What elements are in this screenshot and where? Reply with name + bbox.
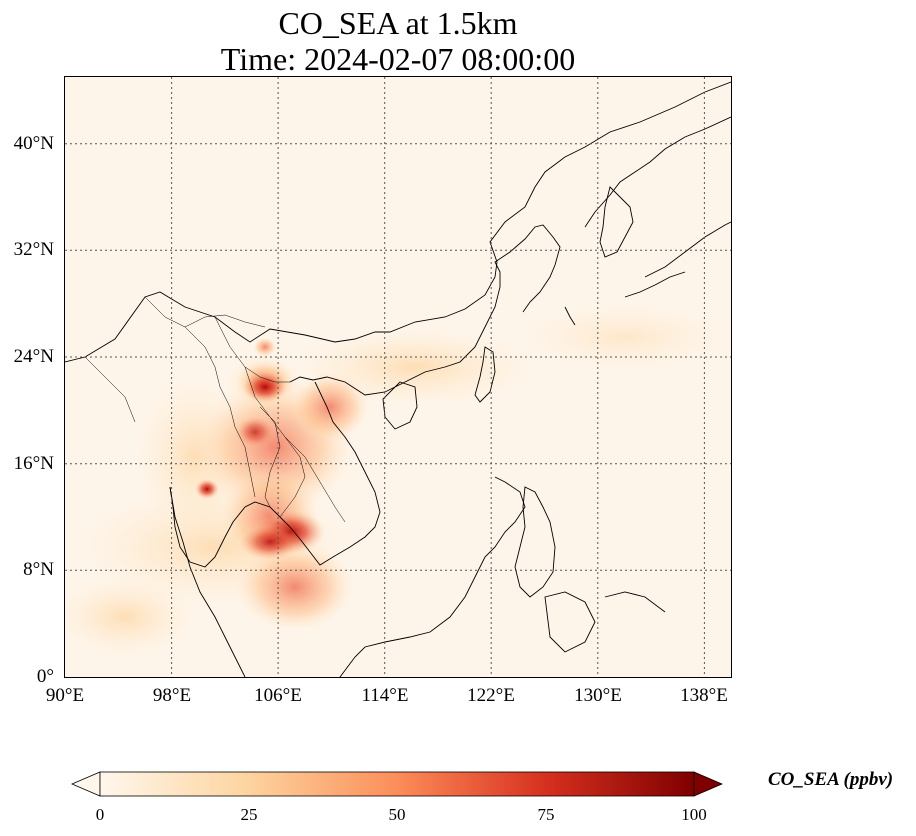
colorbar-tick-label: 75 — [537, 805, 555, 824]
lat-tick-label: 16°N — [13, 453, 54, 474]
lon-tick-label: 98°E — [152, 685, 192, 706]
colorbar-min-extend — [70, 771, 101, 797]
lon-tick-label: 138°E — [680, 685, 728, 706]
lon-tick-label: 90°E — [45, 685, 85, 706]
country-borders — [84, 296, 346, 523]
co-concentration-field — [65, 302, 731, 657]
map-panel — [64, 76, 732, 678]
coastlines — [65, 81, 731, 677]
lat-tick-label: 0° — [36, 666, 54, 687]
lat-tick-label: 24°N — [13, 346, 54, 367]
lon-tick-label: 122°E — [467, 685, 515, 706]
lon-tick-label: 130°E — [574, 685, 622, 706]
colorbar-gradient — [99, 771, 695, 797]
colorbar-max-extend — [693, 771, 724, 797]
map-title-line2: Time: 2024-02-07 08:00:00 — [220, 41, 576, 77]
map-canvas — [65, 77, 731, 677]
colorbar-tick-label: 25 — [240, 805, 258, 824]
lat-tick-label: 32°N — [13, 239, 54, 260]
gridlines — [65, 77, 731, 677]
lat-tick-label: 40°N — [13, 133, 54, 154]
lon-tick-label: 114°E — [361, 685, 409, 706]
colorbar — [70, 771, 724, 797]
lon-tick-label: 106°E — [254, 685, 302, 706]
map-title-line1: CO_SEA at 1.5km — [278, 5, 518, 41]
colorbar-label: CO_SEA (ppbv) — [768, 769, 894, 790]
colorbar-tick-label: 0 — [95, 805, 105, 824]
colorbar-tick-label: 100 — [681, 805, 707, 824]
lat-tick-label: 8°N — [23, 559, 54, 580]
colorbar-tick-label: 50 — [388, 805, 406, 824]
